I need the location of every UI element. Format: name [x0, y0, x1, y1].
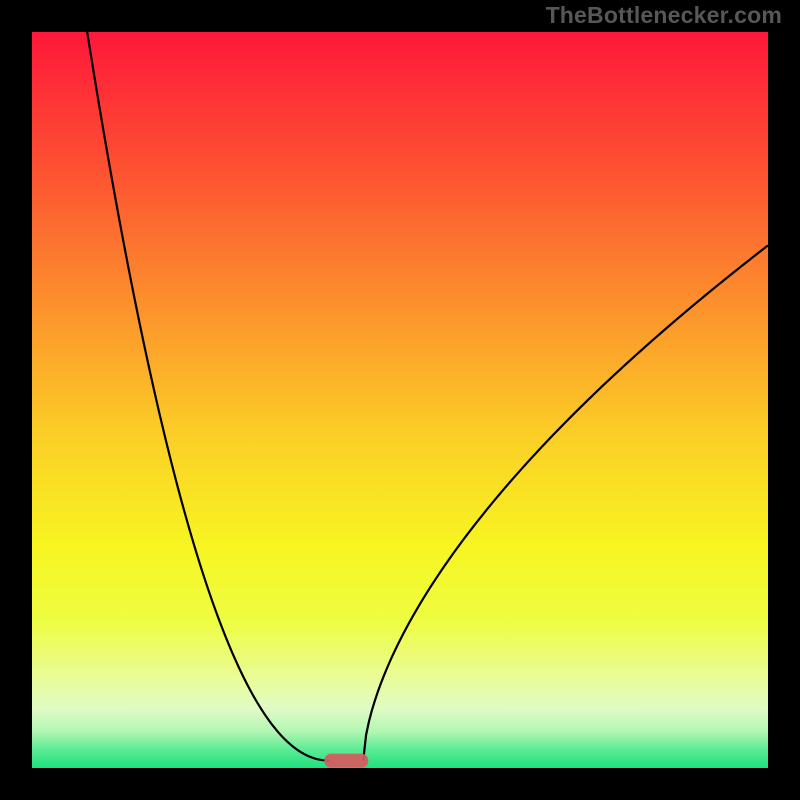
chart-frame: TheBottlenecker.com [0, 0, 800, 800]
plot-background [32, 32, 768, 768]
watermark-text: TheBottlenecker.com [546, 2, 782, 29]
bottleneck-chart [0, 0, 800, 800]
touchdown-marker [324, 754, 368, 768]
